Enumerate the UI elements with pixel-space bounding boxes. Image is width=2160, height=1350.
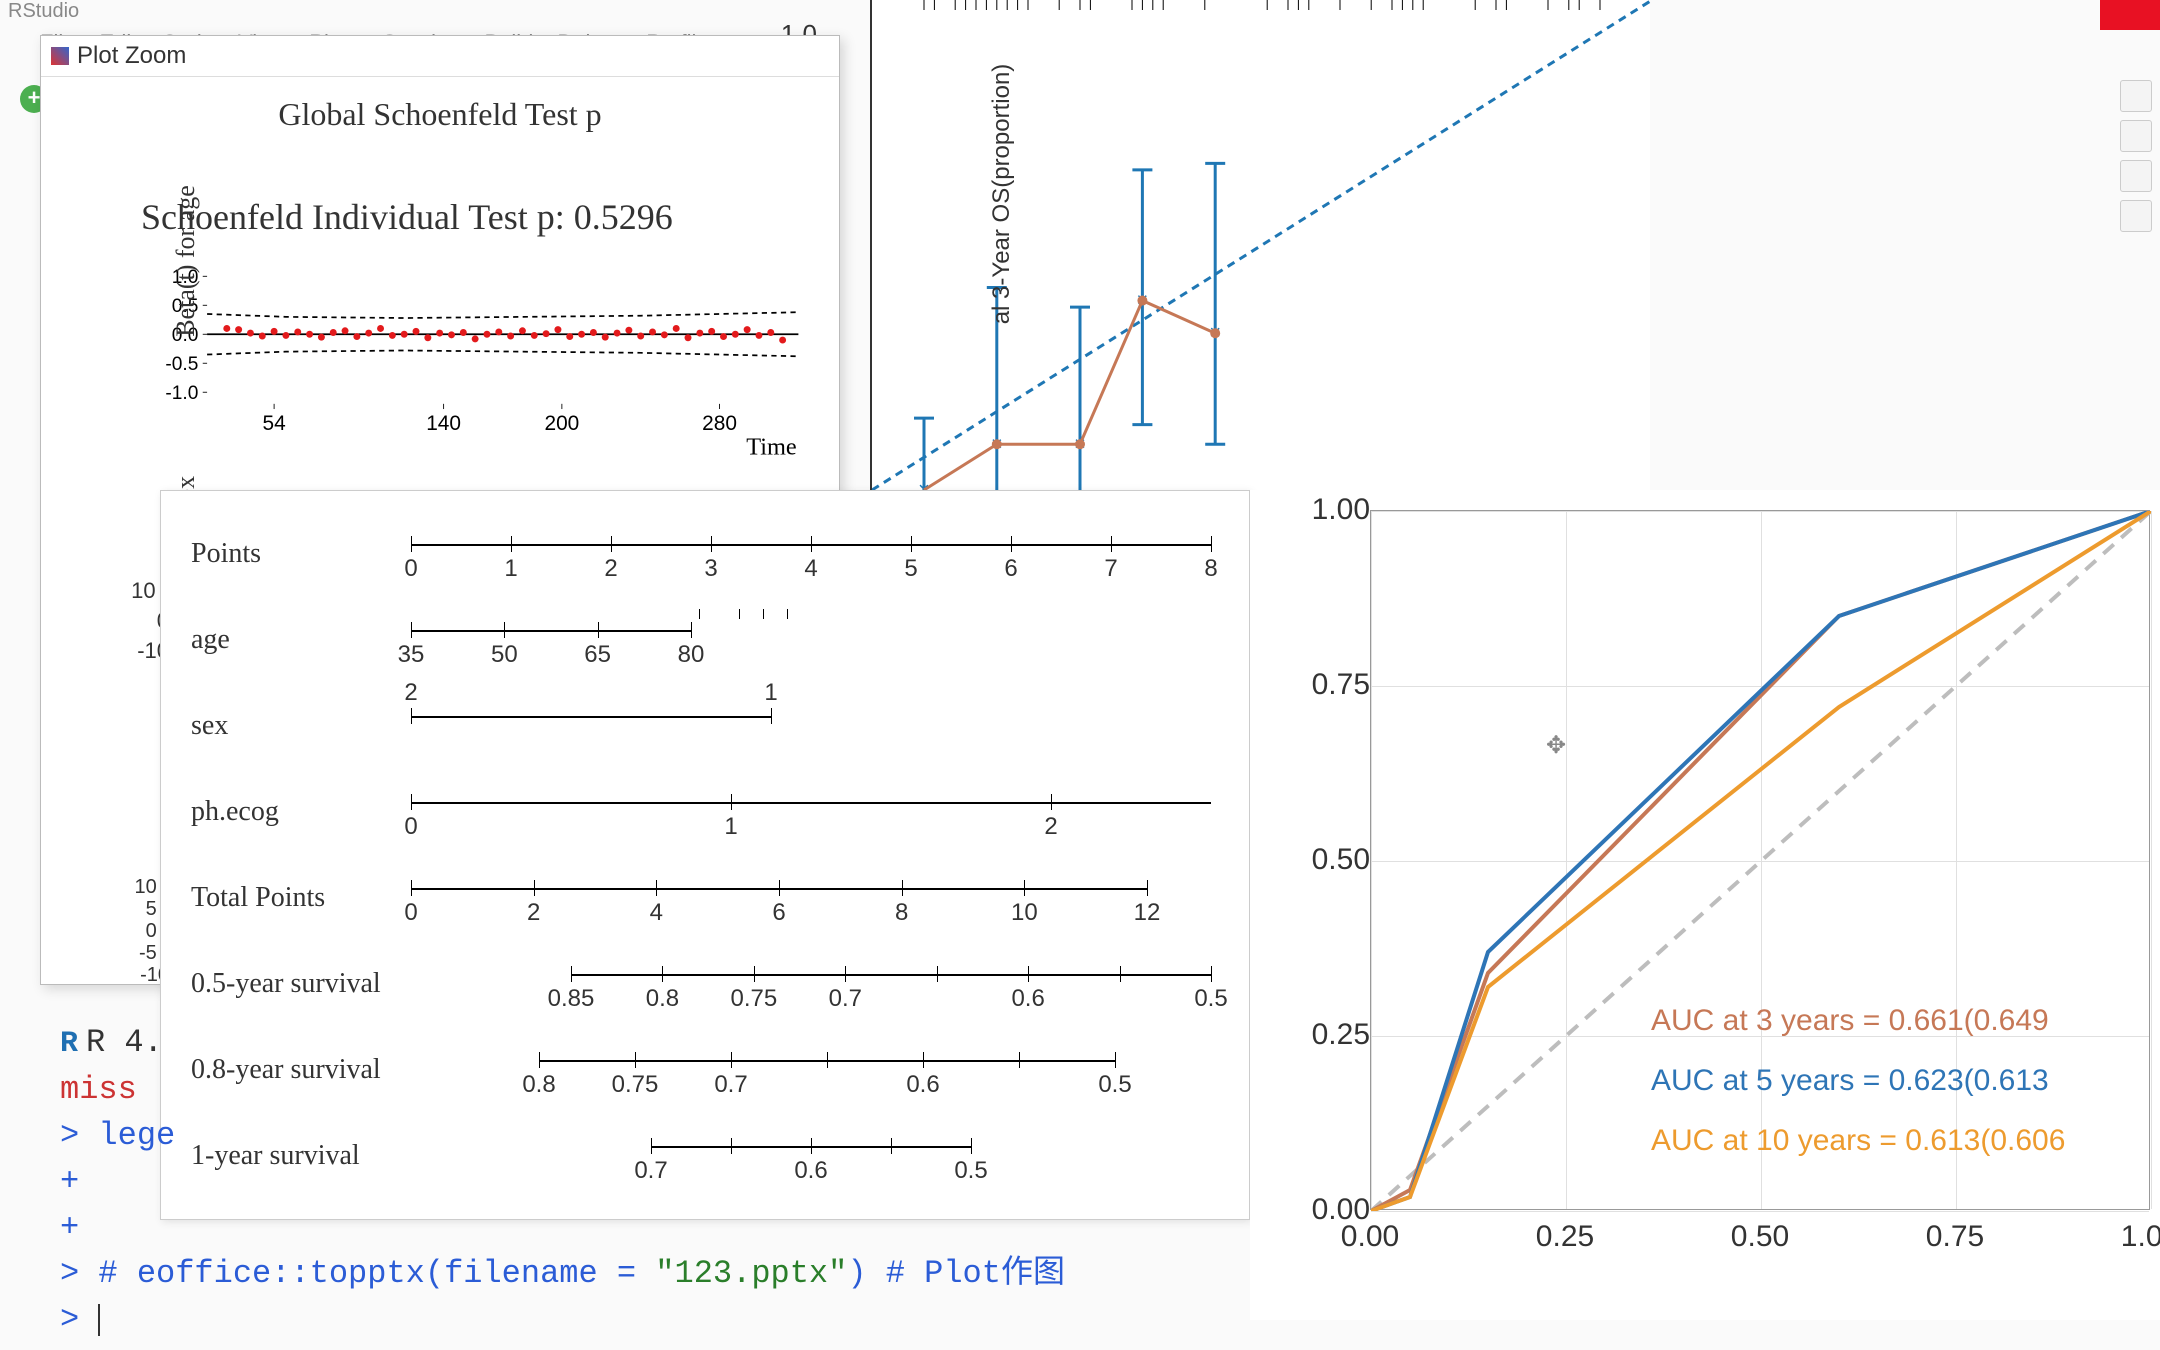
- console-prompt: >: [60, 1255, 79, 1292]
- roc-plot-area: ✥ AUC at 3 years = 0.661(0.649 AUC at 5 …: [1370, 510, 2150, 1210]
- console-comment: # eoffice::topptx(filename = "123.pptx")…: [98, 1255, 1065, 1292]
- roc-xtick: 1.00: [2121, 1220, 2160, 1254]
- close-icon[interactable]: [2100, 0, 2160, 30]
- roc-legend-3y: AUC at 3 years = 0.661(0.649: [1651, 991, 2065, 1051]
- roc-ytick: 0.75: [1312, 668, 1370, 702]
- rail-button[interactable]: [2120, 120, 2152, 152]
- rail-button[interactable]: [2120, 160, 2152, 192]
- nomo-label: ph.ecog: [191, 796, 411, 828]
- rail-button[interactable]: [2120, 80, 2152, 112]
- svg-text:54: 54: [262, 412, 285, 435]
- r-version: R 4.: [86, 1024, 163, 1061]
- roc-xtick: 0.25: [1536, 1220, 1594, 1254]
- nomo-label: sex: [191, 710, 411, 742]
- schoenfeld-global-title: Global Schoenfeld Test p: [41, 96, 839, 133]
- svg-text:280: 280: [702, 412, 737, 435]
- console-continuation: +: [60, 1209, 79, 1246]
- svg-text:Time: Time: [746, 433, 797, 456]
- roc-xtick: 0.50: [1731, 1220, 1789, 1254]
- console-error: miss: [60, 1067, 1220, 1113]
- schoenfeld-individual-title: Schoenfeld Individual Test p: 0.5296: [141, 196, 673, 238]
- roc-ytick: 0.25: [1312, 1018, 1370, 1052]
- calibration-plot: ××××× al 3-Year OS(proportion) 0.40.60.8…: [870, 0, 1650, 490]
- calib-ylabel: al 3-Year OS(proportion): [988, 0, 1016, 394]
- plot-zoom-titlebar[interactable]: Plot Zoom: [41, 36, 839, 77]
- app-title: RStudio: [8, 0, 79, 23]
- schoenfeld-age-plot: -1.0-0.50.00.51.054140200280Time: [141, 256, 821, 456]
- svg-text:140: 140: [426, 412, 461, 435]
- console-continuation: +: [60, 1163, 79, 1200]
- console-pane[interactable]: RR 4. miss > lege + + > # eoffice::toppt…: [40, 1010, 1240, 1340]
- roc-legend: AUC at 3 years = 0.661(0.649 AUC at 5 ye…: [1651, 991, 2065, 1171]
- console-prompt: >: [60, 1117, 79, 1154]
- move-cursor-icon: ✥: [1546, 731, 1566, 760]
- roc-ytick: 0.50: [1312, 843, 1370, 877]
- console-code: lege: [98, 1117, 175, 1154]
- nomo-label: Points: [191, 538, 411, 570]
- plot-zoom-icon: [51, 47, 69, 65]
- nomo-label: Total Points: [191, 882, 411, 914]
- plot-zoom-title: Plot Zoom: [77, 42, 186, 70]
- rail-button[interactable]: [2120, 200, 2152, 232]
- ylabel-age: Beta(t) for age: [171, 161, 201, 361]
- nomo-label: 0.5-year survival: [191, 968, 411, 1000]
- r-logo-icon: R: [60, 1021, 78, 1067]
- svg-text:-1.0: -1.0: [165, 383, 198, 404]
- console-prompt: >: [60, 1301, 79, 1338]
- svg-text:200: 200: [544, 412, 579, 435]
- nomo-label: age: [191, 624, 411, 656]
- roc-ytick: 1.00: [1312, 493, 1370, 527]
- cursor-icon: [98, 1304, 100, 1336]
- right-toolbar: [2120, 80, 2160, 280]
- roc-legend-5y: AUC at 5 years = 0.623(0.613: [1651, 1051, 2065, 1111]
- roc-panel: ✥ AUC at 3 years = 0.661(0.649 AUC at 5 …: [1250, 490, 2160, 1320]
- roc-xtick: 0.75: [1926, 1220, 1984, 1254]
- roc-ytick: 0.00: [1312, 1193, 1370, 1227]
- roc-legend-10y: AUC at 10 years = 0.613(0.606: [1651, 1111, 2065, 1171]
